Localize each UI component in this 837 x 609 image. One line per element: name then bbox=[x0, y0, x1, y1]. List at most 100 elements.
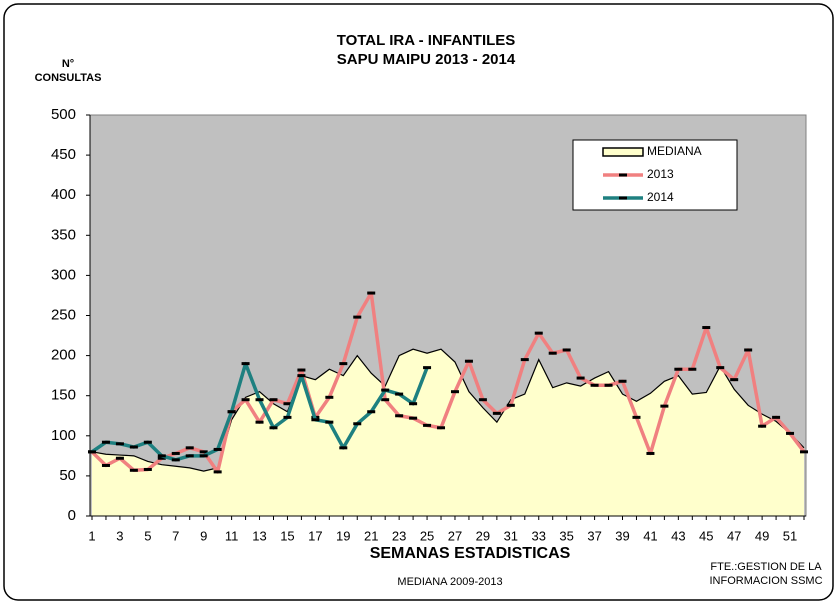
point-marker bbox=[646, 451, 655, 455]
point-marker bbox=[395, 392, 404, 396]
point-marker bbox=[339, 446, 348, 450]
point-marker bbox=[800, 450, 808, 454]
point-marker bbox=[115, 456, 124, 460]
point-marker bbox=[604, 383, 613, 387]
x-tick-label: 23 bbox=[392, 528, 406, 543]
point-marker bbox=[199, 450, 208, 454]
point-marker bbox=[325, 395, 334, 399]
y-tick-label: 500 bbox=[51, 106, 76, 123]
y-tick-label: 450 bbox=[51, 146, 76, 163]
point-marker bbox=[423, 423, 432, 427]
x-tick-label: 17 bbox=[308, 528, 322, 543]
point-marker bbox=[241, 398, 250, 402]
legend-label: MEDIANA bbox=[647, 144, 702, 158]
legend-label: 2014 bbox=[647, 190, 674, 204]
y-tick-label: 350 bbox=[51, 226, 76, 243]
x-tick-label: 39 bbox=[615, 528, 629, 543]
point-marker bbox=[199, 454, 208, 458]
x-tick-label: 31 bbox=[504, 528, 518, 543]
point-marker bbox=[353, 315, 362, 319]
x-tick-label: 9 bbox=[200, 528, 207, 543]
point-marker bbox=[590, 383, 599, 387]
x-tick-label: 47 bbox=[727, 528, 741, 543]
chart-subtitle: SAPU MAIPU 2013 - 2014 bbox=[337, 51, 516, 68]
point-marker bbox=[129, 468, 138, 472]
point-marker bbox=[632, 415, 641, 419]
point-marker bbox=[562, 348, 571, 352]
x-tick-label: 19 bbox=[336, 528, 350, 543]
y-tick-label: 200 bbox=[51, 347, 76, 364]
point-marker bbox=[88, 450, 96, 454]
source: FTE.:GESTION DE LA bbox=[710, 561, 822, 573]
x-tick-label: 5 bbox=[144, 528, 151, 543]
x-tick-label: 43 bbox=[671, 528, 685, 543]
legend-box bbox=[572, 139, 738, 211]
point-marker bbox=[409, 402, 418, 406]
point-marker bbox=[744, 348, 753, 352]
point-marker bbox=[311, 418, 320, 422]
point-marker bbox=[548, 351, 557, 355]
x-tick-label: 29 bbox=[476, 528, 490, 543]
point-marker bbox=[353, 422, 362, 426]
point-marker bbox=[143, 440, 152, 444]
legend-swatch bbox=[602, 147, 644, 157]
y-tick-label: 50 bbox=[59, 467, 76, 484]
point-marker bbox=[772, 415, 781, 419]
point-marker bbox=[478, 398, 487, 402]
x-tick-label: 25 bbox=[420, 528, 434, 543]
point-marker bbox=[492, 411, 501, 415]
x-tick-label: 11 bbox=[225, 528, 239, 543]
point-marker bbox=[101, 440, 110, 444]
area bbox=[92, 349, 804, 516]
x-axis-label: SEMANAS ESTADISTICAS bbox=[370, 545, 571, 562]
point-marker bbox=[157, 456, 166, 460]
point-marker bbox=[325, 420, 334, 424]
point-marker bbox=[339, 362, 348, 366]
point-marker bbox=[283, 402, 292, 406]
x-tick-label: 49 bbox=[755, 528, 769, 543]
point-marker bbox=[269, 398, 278, 402]
point-marker bbox=[534, 331, 543, 335]
point-marker bbox=[297, 374, 306, 378]
x-tick-label: 37 bbox=[587, 528, 601, 543]
point-marker bbox=[227, 410, 236, 414]
point-marker bbox=[213, 447, 222, 451]
legend-label: 2013 bbox=[647, 167, 674, 181]
y-tick-label: 250 bbox=[51, 306, 76, 323]
legend-marker bbox=[619, 196, 627, 200]
x-tick-label: 51 bbox=[783, 528, 797, 543]
chart-title: TOTAL IRA - INFANTILES bbox=[337, 32, 516, 49]
point-marker bbox=[367, 291, 376, 295]
point-marker bbox=[674, 367, 683, 371]
note: MEDIANA 2009-2013 bbox=[397, 576, 502, 588]
x-tick-label: 41 bbox=[643, 528, 657, 543]
point-marker bbox=[688, 367, 697, 371]
x-tick-label: 27 bbox=[448, 528, 462, 543]
point-marker bbox=[185, 454, 194, 458]
point-marker bbox=[450, 390, 459, 394]
line bbox=[90, 291, 806, 474]
y-tick-label: 0 bbox=[68, 507, 76, 524]
x-tick-label: 45 bbox=[699, 528, 713, 543]
x-tick-label: 15 bbox=[280, 528, 294, 543]
point-marker bbox=[506, 403, 515, 407]
point-marker bbox=[464, 359, 473, 363]
point-marker bbox=[660, 404, 669, 408]
x-tick-label: 13 bbox=[252, 528, 266, 543]
point-marker bbox=[171, 458, 180, 462]
point-marker bbox=[758, 424, 767, 428]
point-marker bbox=[185, 446, 194, 450]
point-marker bbox=[241, 362, 250, 366]
point-marker bbox=[730, 378, 739, 382]
y-tick-label: 150 bbox=[51, 387, 76, 404]
point-marker bbox=[716, 366, 725, 370]
point-marker bbox=[702, 326, 711, 330]
point-marker bbox=[381, 398, 390, 402]
point-marker bbox=[101, 463, 110, 467]
point-marker bbox=[786, 431, 795, 435]
point-marker bbox=[395, 414, 404, 418]
x-tick-label: 3 bbox=[116, 528, 123, 543]
point-marker bbox=[255, 420, 264, 424]
